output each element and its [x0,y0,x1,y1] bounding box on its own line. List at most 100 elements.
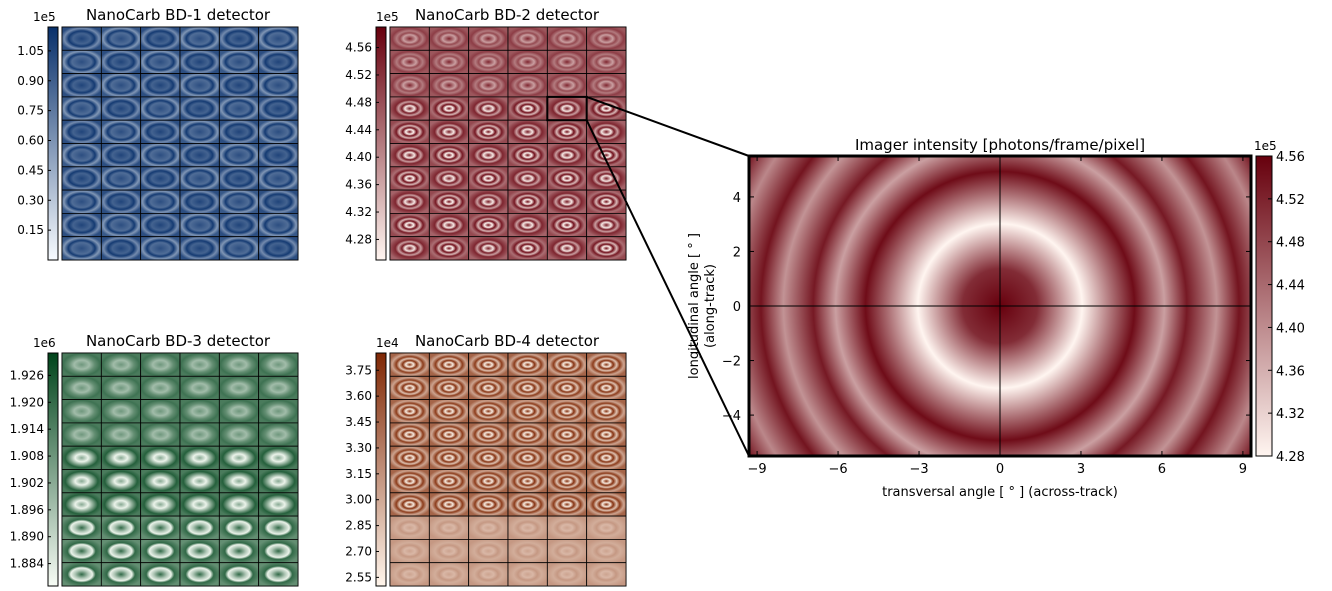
detector-cell [586,143,627,168]
colorbar-tick-label: 4.28 [345,232,372,246]
detector-cell [468,143,509,168]
detector-cell [100,422,142,447]
detector-cell [468,26,509,51]
y-tick-label: 4 [733,191,741,206]
detector-cell [428,492,470,517]
detector-cell [389,492,430,517]
detector-cell [179,143,220,168]
panel-bd2: NanoCarb BD-2 detector 1e5 4.564.524.484… [345,6,627,261]
colorbar-tick-label: 4.44 [1276,279,1305,294]
zoom-line-top [586,95,750,157]
detector-cell [100,236,142,261]
detector-cell [218,352,260,377]
colorbar-tick-label: 2.70 [345,544,372,558]
detector-cell [258,143,299,168]
detector-cell [218,422,260,447]
zoom-line-bottom [585,119,750,457]
colorbar-tick-label: 4.32 [345,205,372,219]
detector-cell [218,166,260,191]
detector-cell [468,399,509,424]
detector-cell [140,26,181,51]
detector-cell [100,96,142,121]
detector-cell [61,352,102,377]
detector-cell [61,445,102,470]
detector-cell [179,399,220,424]
detector-cell [546,119,588,144]
detector-cell [546,73,588,98]
detector-cell [179,49,220,74]
detector-cell [546,143,588,168]
colorbar-tick-label: 1.902 [10,476,44,490]
colorbar-tick-label: 1.908 [10,449,44,463]
detector-cell [468,515,509,540]
detector-cell [61,96,102,121]
x-tick-label: 3 [1077,462,1085,477]
detector-cell [586,399,627,424]
detector-cell [468,73,509,98]
detector-cell [428,515,470,540]
detector-cell [546,352,588,377]
detector-cell [100,189,142,214]
detector-cell [179,492,220,517]
detector-cell [179,562,220,587]
x-tick-label: −6 [828,462,847,477]
detector-cell [546,515,588,540]
colorbar-bar [1255,155,1273,457]
detector-cell [507,143,548,168]
colorbar-tick-label: 4.36 [345,178,372,192]
detector-cell [546,26,588,51]
detector-cell [428,189,470,214]
detector-cell [61,49,102,74]
detector-cell [61,422,102,447]
detector-cell [61,492,102,517]
detector-cell [179,212,220,238]
detector-cell [468,166,509,191]
detector-cell [546,49,588,74]
x-tick-label: 9 [1239,462,1247,477]
colorbar-tick-label: 1.896 [10,503,44,517]
detector-cell [179,96,220,121]
detector-cell [100,26,142,51]
detector-cell [389,73,430,98]
detector-cell [546,375,588,400]
detector-cell [179,166,220,191]
detector-cell [61,399,102,424]
detector-cell [389,515,430,540]
detector-cell [100,49,142,74]
y-tick-label: −4 [722,409,741,424]
x-tick-label: 6 [1158,462,1166,477]
detector-cell [389,352,430,377]
detector-cell [258,469,299,494]
detector-cell [258,49,299,74]
detector-cell [258,212,299,238]
colorbar-tick-label: 1.890 [10,530,44,544]
detector-cell [586,492,627,517]
detector-cell [218,539,260,564]
colorbar-bar [375,26,387,261]
imager-colorbar-exponent: 1e5 [1254,139,1277,153]
detector-cell [258,73,299,98]
detector-cell [507,445,548,470]
detector-cell [586,166,627,191]
detector-cell [140,539,181,564]
detector-cell [258,445,299,470]
y-tick-label: −2 [722,355,741,370]
detector-cell [61,26,102,51]
detector-cell [468,539,509,564]
detector-cell [468,352,509,377]
colorbar-tick-label: 1.926 [10,368,44,382]
detector-cell [468,422,509,447]
detector-cell [179,469,220,494]
detector-cell [179,539,220,564]
detector-cell [586,49,627,74]
detector-cell [468,375,509,400]
colorbar-tick-label: 3.60 [345,389,372,403]
detector-cell [389,469,430,494]
detector-cell [468,49,509,74]
detector-cell [468,212,509,238]
detector-cell [586,539,627,564]
detector-cell [61,469,102,494]
detector-cell [546,212,588,238]
detector-cell [61,236,102,261]
detector-cell [507,189,548,214]
